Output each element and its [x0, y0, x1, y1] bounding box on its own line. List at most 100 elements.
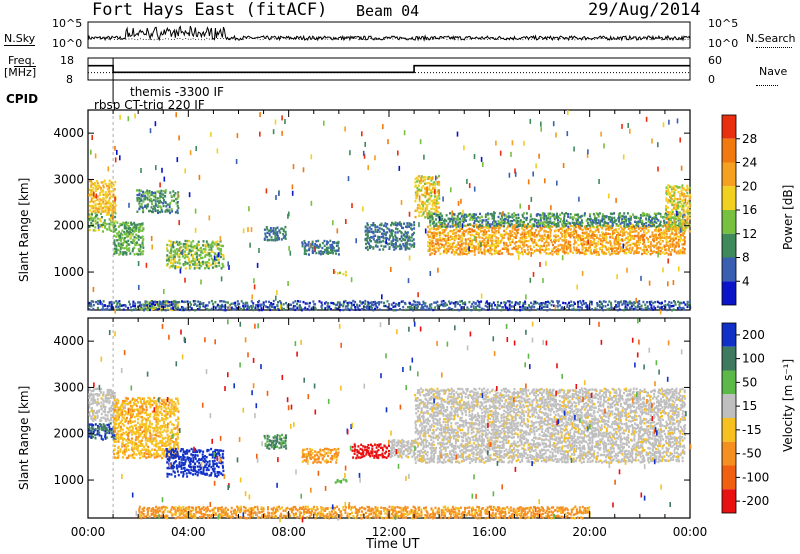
range-gate-cell [121, 445, 123, 447]
range-gate-cell [94, 415, 96, 417]
range-gate-cell [88, 426, 90, 428]
range-gate-cell [121, 437, 123, 439]
range-gate-cell [90, 393, 92, 395]
range-gate-cell [119, 451, 121, 453]
range-gate-cell [95, 437, 97, 439]
range-gate-cell [99, 434, 101, 436]
range-gate-cell [100, 401, 102, 403]
range-gate-cell [114, 395, 116, 397]
range-gate-cell [104, 409, 106, 411]
range-gate-cell [125, 446, 127, 448]
range-gate-cell [114, 415, 116, 417]
range-gate-cell [102, 398, 104, 400]
range-gate-cell [125, 449, 127, 451]
range-gate-cell [106, 427, 108, 429]
range-gate-cell [122, 442, 124, 444]
range-gate-cell [113, 453, 115, 455]
range-gate-cell [92, 420, 94, 422]
range-gate-cell [95, 423, 97, 425]
range-gate-cell [110, 389, 112, 391]
range-gate-cell [104, 411, 106, 413]
range-gate-cell [121, 413, 123, 415]
range-gate-cell [94, 399, 96, 401]
range-gate-cell [108, 419, 110, 421]
range-gate-cell [117, 433, 119, 435]
range-gate-cell [98, 409, 100, 411]
range-gate-cell [108, 424, 110, 426]
range-gate-cell [88, 413, 90, 415]
range-gate-cell [89, 429, 91, 431]
range-gate-cell [127, 427, 129, 429]
range-gate-cell [114, 399, 116, 401]
range-gate-cell [100, 388, 102, 390]
range-gate-cell [100, 417, 102, 419]
range-gate-cell [128, 449, 130, 451]
range-gate-cell [124, 432, 126, 434]
range-gate-cell [124, 400, 126, 402]
range-gate-cell [113, 417, 115, 419]
range-gate-cell [120, 448, 122, 450]
range-gate-cell [101, 413, 103, 415]
range-gate-cell [113, 440, 115, 442]
range-gate-cell [125, 411, 127, 413]
range-gate-cell [98, 428, 100, 430]
range-gate-cell [118, 454, 120, 456]
range-gate-cell [115, 440, 117, 442]
range-gate-cell [97, 398, 99, 400]
range-gate-cell [114, 409, 116, 411]
range-gate-cell [104, 406, 106, 408]
range-gate-cell [110, 419, 112, 421]
range-gate-cell [130, 420, 132, 422]
range-gate-cell [127, 413, 129, 415]
range-gate-cell [120, 428, 122, 430]
range-gate-cell [108, 397, 110, 399]
range-gate-cell [114, 448, 116, 450]
range-gate-cell [95, 428, 97, 430]
range-gate-cell [124, 438, 126, 440]
range-gate-cell [127, 435, 129, 437]
range-gate-cell [98, 402, 100, 404]
range-gate-cell [128, 432, 130, 434]
range-gate-cell [90, 436, 92, 438]
range-gate-cell [90, 430, 92, 432]
range-gate-cell [99, 393, 101, 395]
range-gate-cell [100, 420, 102, 422]
range-gate-cell [96, 410, 98, 412]
range-gate-cell [102, 393, 104, 395]
range-gate-cell [89, 389, 91, 391]
range-gate-cell [121, 402, 123, 404]
range-gate-cell [104, 436, 106, 438]
range-gate-cell [123, 417, 125, 419]
range-gate-cell [126, 417, 128, 419]
range-gate-cell [111, 428, 113, 430]
range-gate-cell [127, 441, 129, 443]
range-gate-cell [93, 388, 95, 390]
range-gate-cell [96, 393, 98, 395]
range-gate-cell [91, 397, 93, 399]
range-gate-cell [103, 391, 105, 393]
range-gate-cell [116, 415, 118, 417]
range-gate-cell [93, 410, 95, 412]
range-gate-cell [103, 403, 105, 405]
range-gate-cell [88, 435, 90, 437]
range-gate-cell [92, 414, 94, 416]
range-gate-cell [124, 453, 126, 455]
range-gate-cell [109, 394, 111, 396]
range-gate-cell [104, 425, 106, 427]
range-gate-cell [128, 420, 130, 422]
range-gate-cell [105, 414, 107, 416]
range-gate-cell [121, 419, 123, 421]
range-gate-cell [101, 407, 103, 409]
range-gate-cell [125, 443, 127, 445]
range-gate-cell [129, 408, 131, 410]
range-gate-cell [109, 400, 111, 402]
range-gate-cell [129, 426, 131, 428]
range-gate-cell [89, 423, 91, 425]
range-gate-cell [92, 424, 94, 426]
range-gate-cell [116, 437, 118, 439]
range-gate-cell [117, 430, 119, 432]
range-gate-cell [117, 402, 119, 404]
range-gate-cell [122, 428, 124, 430]
range-gate-cell [97, 415, 99, 417]
range-gate-cell [92, 427, 94, 429]
